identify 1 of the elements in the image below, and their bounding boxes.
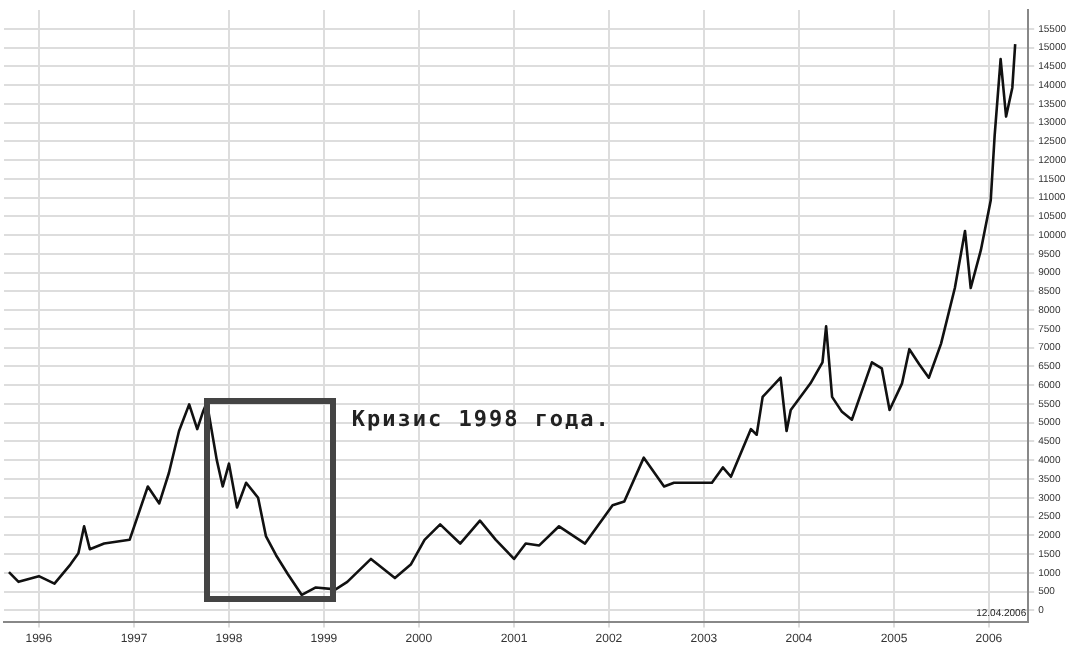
annotation: Кризис 1998 года.: [351, 406, 611, 433]
